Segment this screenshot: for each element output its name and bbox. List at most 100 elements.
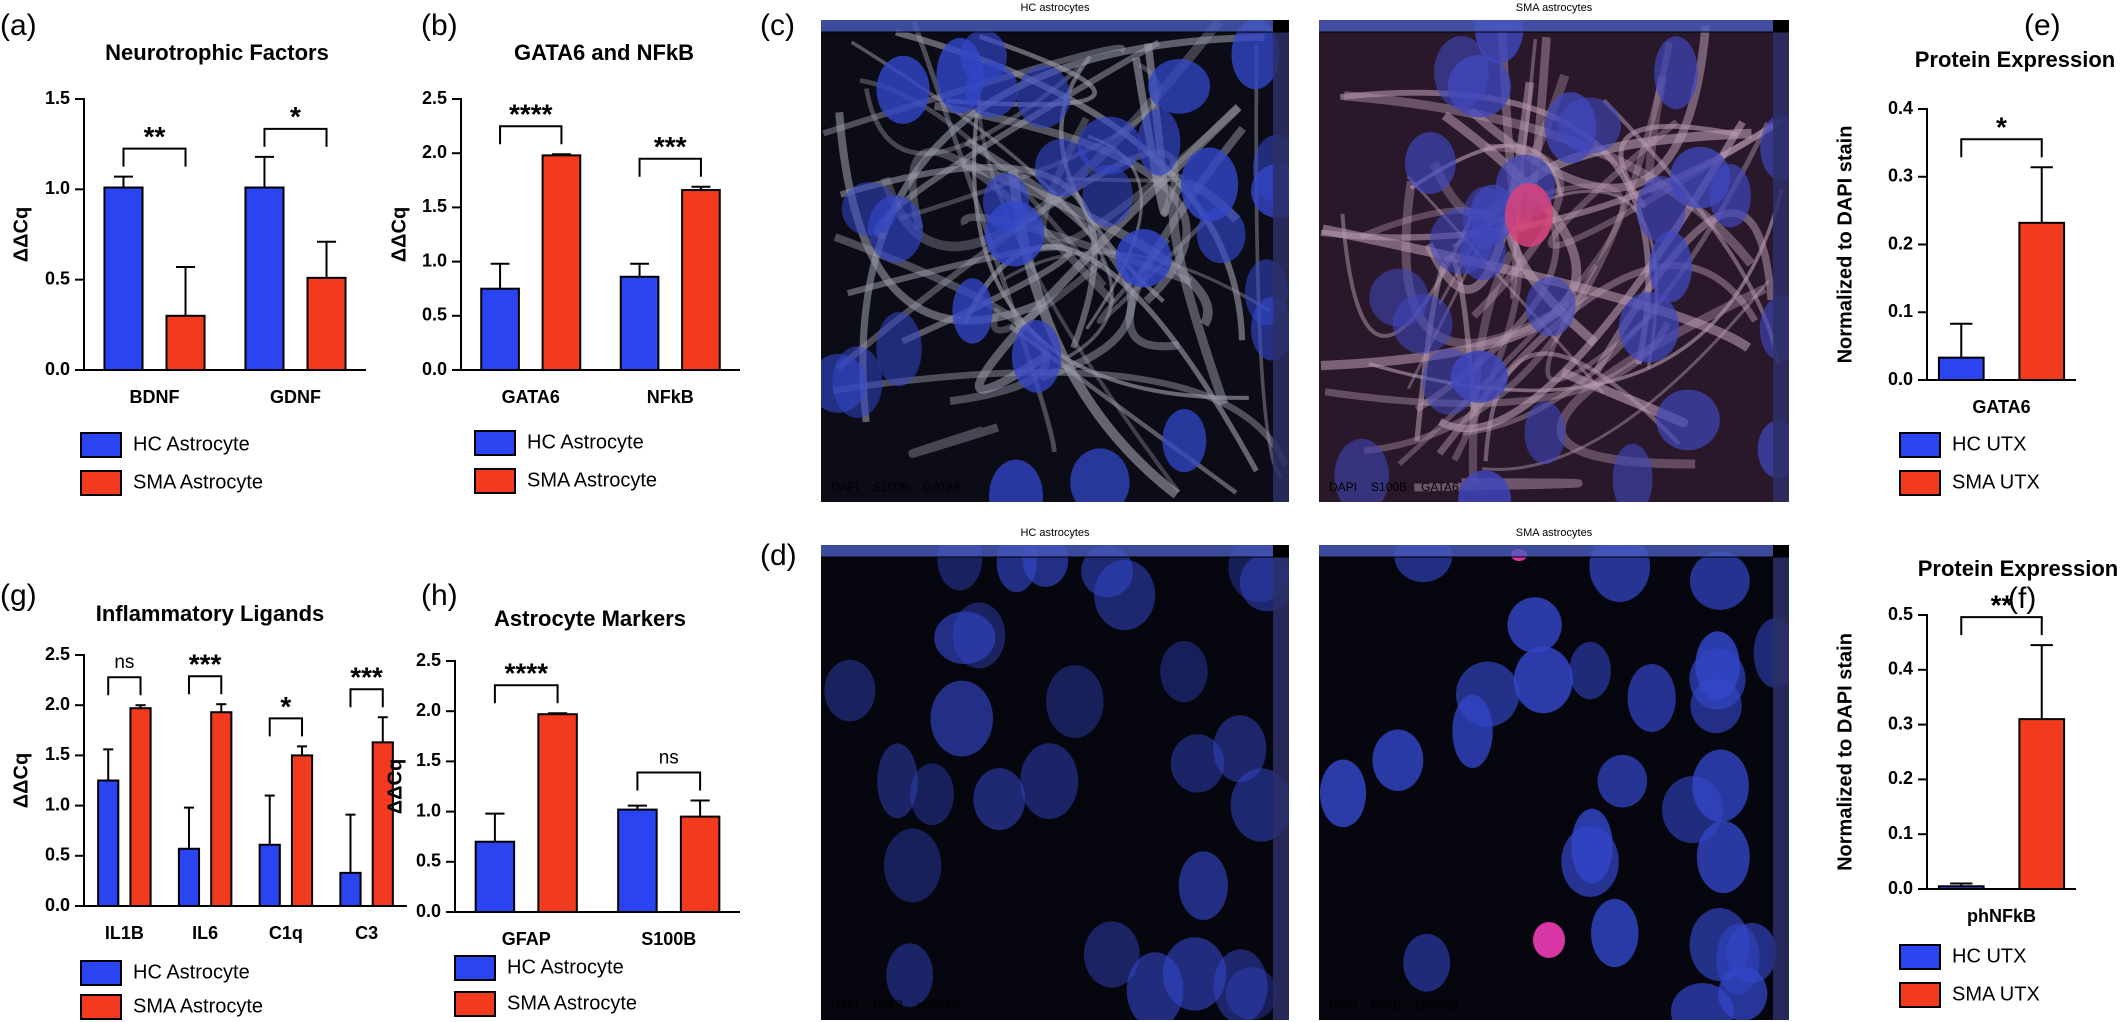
y-tick-label: 1.0 — [416, 800, 441, 820]
y-tick-label: 0.0 — [416, 901, 441, 921]
significance-bracket — [268, 717, 304, 737]
nucleus — [1459, 225, 1506, 281]
nucleus — [841, 182, 898, 236]
nucleus — [1137, 108, 1181, 176]
bar — [617, 808, 658, 913]
nucleus — [1115, 229, 1172, 288]
legend-swatch — [80, 960, 122, 986]
nucleus — [1507, 597, 1562, 653]
bar — [679, 815, 721, 913]
nucleus — [1670, 983, 1734, 1020]
nucleus — [1636, 175, 1686, 243]
y-axis-label: Normalized to DAPI stain — [1834, 126, 1856, 364]
nucleus — [934, 611, 996, 665]
bar — [1937, 356, 1985, 381]
nucleus — [1692, 749, 1749, 822]
bar — [681, 189, 721, 371]
panel-label: (h) — [421, 579, 458, 612]
nucleus — [1571, 808, 1613, 884]
significance-bracket — [499, 125, 563, 145]
y-tick-label: 2.5 — [422, 88, 447, 108]
bar — [474, 840, 516, 913]
ortho-corner — [1273, 20, 1289, 32]
overlay — [1319, 20, 1789, 502]
error-bar — [135, 704, 146, 709]
nucleus — [1656, 389, 1720, 451]
nucleus — [1162, 937, 1227, 1011]
y-tick-label: 2.0 — [416, 700, 441, 720]
nucleus — [1083, 921, 1140, 988]
significance-bracket — [107, 676, 142, 696]
significance-bracket — [122, 147, 187, 167]
nucleus — [1070, 448, 1130, 502]
micrograph — [821, 545, 1289, 1020]
nucleus — [1589, 545, 1651, 602]
significance-label: ** — [144, 121, 166, 152]
nucleus — [1627, 663, 1676, 732]
error-bar — [296, 745, 308, 756]
ortho-top — [821, 20, 1289, 32]
significance-label: * — [1996, 112, 2007, 143]
fiber — [835, 111, 1043, 325]
chart-title: GATA6 and NFkB — [514, 40, 694, 65]
ortho-right — [1273, 545, 1289, 1020]
legend-label: SMA Astrocyte — [527, 469, 657, 491]
y-tick-label: 2.5 — [416, 650, 441, 670]
nucleus — [1162, 409, 1207, 473]
legend-swatch — [80, 994, 122, 1020]
channel-label: phNFkB — [1415, 998, 1458, 1012]
nucleus — [965, 62, 1019, 118]
nucleus — [1695, 631, 1740, 700]
y-tick-label: 0.0 — [1888, 878, 1913, 898]
bar — [258, 843, 281, 907]
nucleus — [1178, 851, 1228, 920]
error-bar — [485, 812, 505, 842]
y-tick-label: 1.5 — [422, 196, 447, 216]
nucleus — [876, 55, 930, 124]
nucleus — [937, 545, 983, 591]
image-background — [821, 545, 1289, 1020]
chart-title: Inflammatory Ligands — [96, 601, 325, 626]
x-tick-label: phNFkB — [1967, 906, 2036, 926]
nucleus — [1148, 59, 1211, 114]
nucleus — [824, 659, 876, 722]
error-bar — [377, 716, 388, 743]
nucleus — [876, 311, 922, 387]
bar — [129, 707, 152, 907]
y-tick-label: 0.0 — [1888, 369, 1913, 389]
error-bar — [176, 266, 196, 316]
y-tick-label: 1.5 — [45, 88, 70, 108]
x-tick-label: BDNF — [130, 387, 180, 407]
nucleus — [1654, 36, 1698, 110]
bar — [290, 754, 314, 908]
legend-label: SMA Astrocyte — [133, 471, 263, 493]
chart-title: Protein Expression — [1915, 47, 2116, 72]
channel-label: phNFkB — [917, 998, 960, 1012]
nucleus — [1319, 759, 1367, 828]
nucleus — [1569, 641, 1611, 700]
nucleus — [1447, 55, 1511, 118]
legend-swatch — [454, 991, 496, 1017]
significance-label: **** — [509, 99, 553, 130]
y-tick-label: 1.5 — [45, 744, 70, 764]
y-tick-label: 0.5 — [416, 851, 441, 871]
channel-label: S100B — [873, 480, 909, 494]
ortho-right — [1773, 20, 1789, 502]
bar — [2018, 718, 2066, 890]
legend-swatch — [1899, 470, 1941, 496]
y-axis-label: ΔΔCq — [10, 207, 32, 262]
bar — [2018, 221, 2066, 381]
panel-label: (c) — [760, 9, 795, 42]
x-tick-label: IL1B — [105, 923, 144, 943]
micrograph — [1319, 20, 1789, 502]
significance-bracket — [638, 157, 702, 177]
chart-title: Astrocyte Markers — [494, 606, 686, 631]
nucleus — [1403, 933, 1451, 992]
nucleus — [1455, 661, 1520, 727]
error-bar — [1950, 882, 1973, 887]
image-title: SMA astrocytes — [1516, 527, 1593, 539]
channel-label: DAPI — [831, 998, 859, 1012]
legend-swatch — [80, 470, 122, 496]
nucleus — [1524, 401, 1566, 465]
